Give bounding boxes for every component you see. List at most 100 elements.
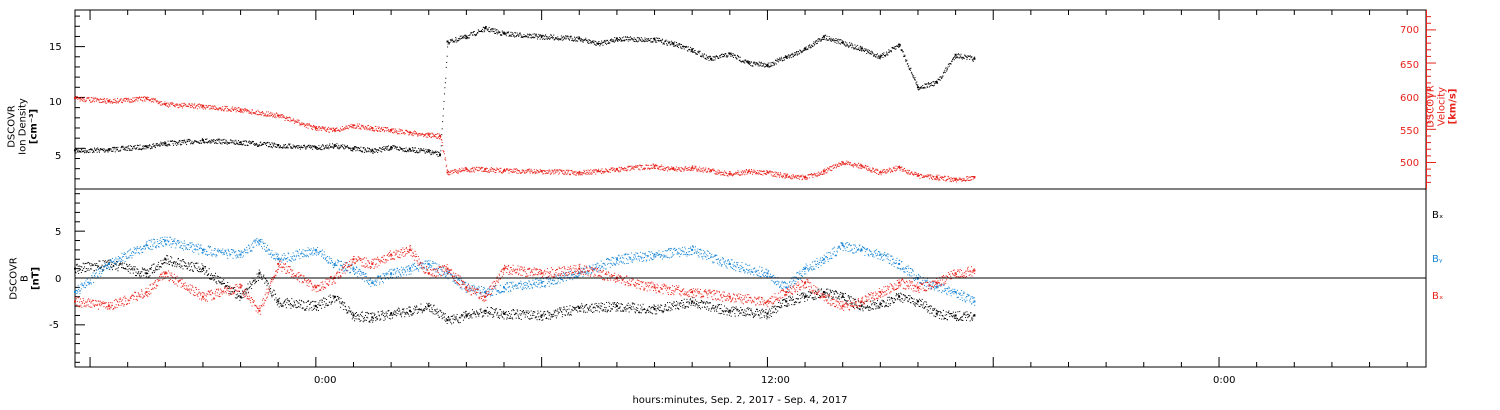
velocity-trace-dot — [381, 128, 383, 130]
density-trace-dot — [862, 48, 864, 50]
velocity-trace-dot — [942, 178, 944, 180]
velocity-trace-dot — [716, 173, 718, 175]
velocity-trace-dot — [96, 99, 98, 101]
b-bx-trace-dot — [372, 321, 374, 323]
velocity-trace-dot — [250, 112, 252, 114]
velocity-trace-dot — [106, 98, 108, 100]
b-bx-trace-dot — [252, 279, 254, 281]
density-trace-dot — [558, 39, 560, 41]
velocity-trace-dot — [721, 171, 723, 173]
b-bx-trace-dot — [147, 273, 149, 275]
b-bx-trace-dot — [315, 301, 317, 303]
b-bx-trace-dot — [386, 314, 388, 316]
velocity-trace-dot — [119, 99, 121, 101]
density-trace-dot — [612, 39, 614, 41]
b-bx-trace-dot — [222, 282, 224, 284]
velocity-trace-dot — [366, 127, 368, 129]
velocity-trace-dot — [936, 179, 938, 181]
density-trace-dot — [773, 64, 775, 66]
b-bx-trace-dot — [382, 310, 384, 312]
density-trace-dot — [219, 138, 221, 140]
velocity-trace-dot — [556, 171, 558, 173]
density-trace-dot — [709, 56, 711, 58]
velocity-trace-dot — [616, 168, 618, 170]
velocity-trace-dot — [961, 178, 963, 180]
velocity-trace-dot — [955, 177, 957, 179]
b-bx-trace-dot — [144, 269, 146, 271]
density-trace-dot — [467, 37, 469, 39]
b-bx-trace-dot — [308, 309, 310, 311]
density-trace-dot — [400, 148, 402, 150]
b-bx-trace-dot — [144, 272, 146, 274]
density-trace-dot — [888, 51, 890, 53]
density-trace-dot — [631, 38, 633, 40]
velocity-trace-dot — [389, 130, 391, 132]
density-trace-dot — [354, 147, 356, 149]
velocity-point — [446, 171, 449, 174]
velocity-trace-dot — [462, 170, 464, 172]
density-trace-dot — [811, 45, 813, 47]
b-bx-trace-dot — [341, 301, 343, 303]
b-bx-trace-dot — [348, 306, 350, 308]
velocity-trace-dot — [686, 167, 688, 169]
velocity-trace-dot — [98, 98, 100, 100]
b-bx-point — [728, 309, 731, 312]
density-trace-dot — [451, 38, 453, 40]
density-trace-dot — [107, 148, 109, 150]
density-trace-dot — [739, 59, 741, 61]
velocity-trace-dot — [457, 171, 459, 173]
density-trace-dot — [147, 147, 149, 149]
b-bx-trace-dot — [415, 309, 417, 311]
velocity-trace-dot — [588, 170, 590, 172]
density-trace-dot — [191, 142, 193, 144]
density-trace-dot — [254, 144, 256, 146]
density-trace-dot — [578, 37, 580, 39]
velocity-trace-dot — [220, 107, 222, 109]
density-trace-dot — [234, 143, 236, 145]
velocity-trace-dot — [274, 113, 276, 115]
density-trace-dot — [931, 82, 933, 84]
density-trace-dot — [99, 149, 101, 151]
velocity-trace-dot — [876, 172, 878, 174]
b-bx-trace-dot — [149, 275, 151, 277]
b-bx-trace-dot — [274, 299, 276, 301]
density-trace-dot — [128, 149, 130, 151]
velocity-trace-dot — [242, 112, 244, 114]
density-trace-dot — [574, 38, 576, 40]
b-bx-trace-dot — [326, 299, 328, 301]
b-bx-trace-dot — [271, 296, 273, 298]
density-trace-dot — [666, 43, 668, 45]
velocity-trace-dot — [625, 169, 627, 171]
velocity-trace-dot — [293, 120, 295, 122]
density-trace-dot — [148, 145, 150, 147]
velocity-trace-dot — [865, 167, 867, 169]
velocity-trace-dot — [868, 170, 870, 172]
velocity-trace-dot — [153, 99, 155, 101]
velocity-trace-dot — [455, 170, 457, 172]
velocity-trace-dot — [816, 172, 818, 174]
b-bx-trace-dot — [388, 309, 390, 311]
velocity-trace-dot — [696, 170, 698, 172]
velocity-trace-dot — [448, 170, 450, 172]
density-trace-dot — [452, 39, 454, 41]
density-trace-dot — [242, 140, 244, 142]
b-bx-trace-dot — [337, 295, 339, 297]
velocity-trace-dot — [562, 170, 564, 172]
density-trace-dot — [84, 151, 86, 153]
density-trace-dot — [633, 37, 635, 39]
density-trace-dot — [800, 52, 802, 54]
density-trace-dot — [556, 38, 558, 40]
velocity-trace-dot — [479, 167, 481, 169]
b-bx-trace-dot — [236, 297, 238, 299]
density-trace-dot — [972, 60, 974, 62]
b-bx-trace-dot — [196, 269, 198, 271]
density-trace-dot — [196, 141, 198, 143]
velocity-trace-dot — [630, 167, 632, 169]
density-trace-dot — [834, 42, 836, 44]
density-trace-dot — [793, 53, 795, 55]
b-bx-trace-dot — [370, 319, 372, 321]
b-bx-point — [408, 309, 411, 312]
density-trace-dot — [597, 43, 599, 45]
density-trace-dot — [190, 143, 192, 145]
density-trace-dot — [760, 64, 762, 66]
